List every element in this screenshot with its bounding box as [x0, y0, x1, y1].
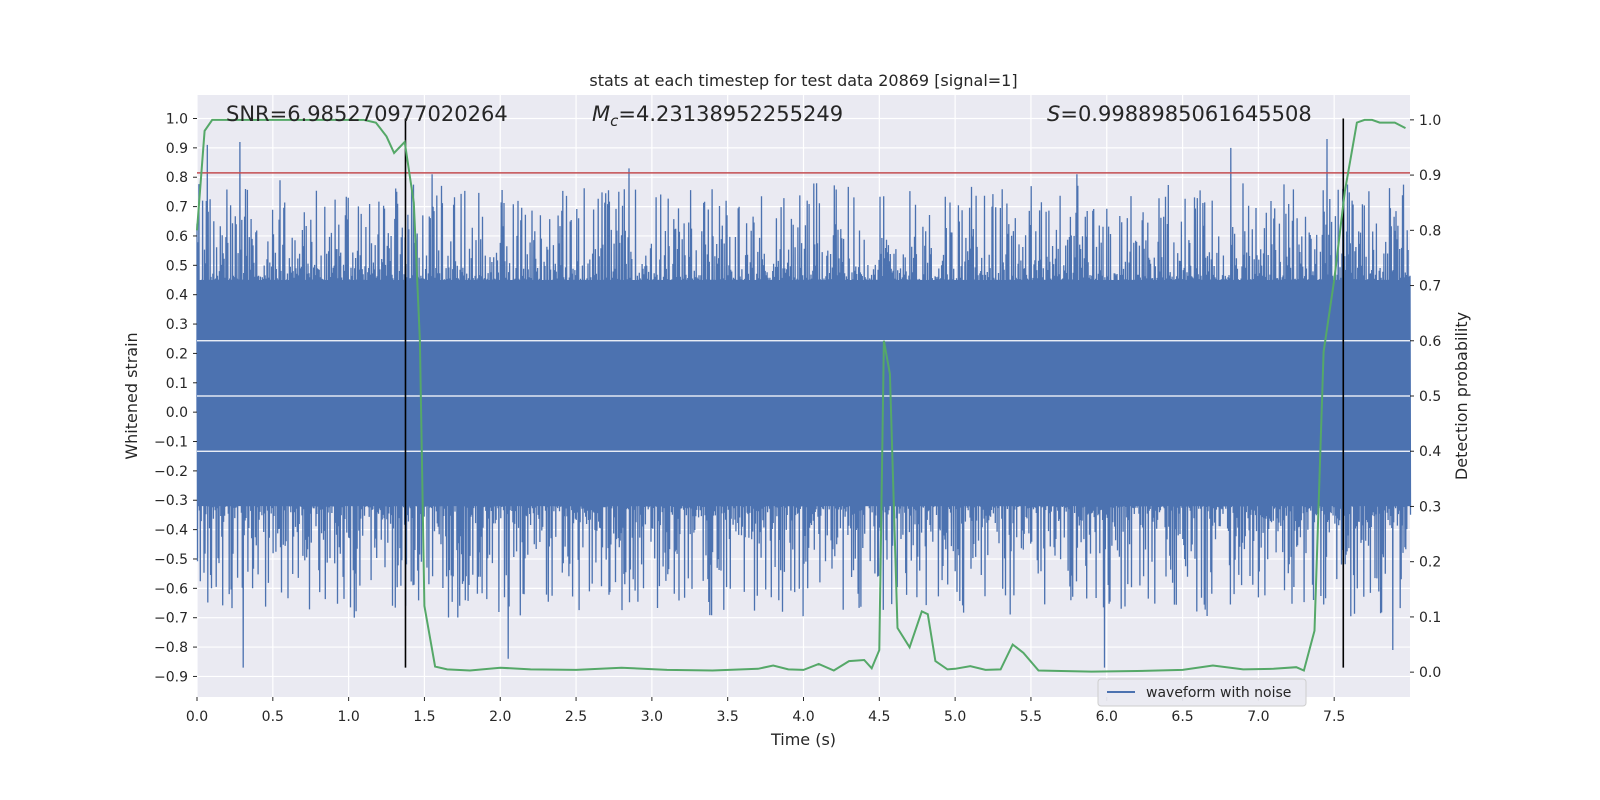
x-tick-label: 7.0 [1247, 709, 1269, 725]
y-tick-label: −0.3 [154, 493, 188, 509]
y-tick-label: −0.7 [154, 611, 188, 627]
x-tick-label: 2.0 [489, 709, 511, 725]
x-tick-label: 5.0 [944, 709, 966, 725]
probability-series [196, 118, 1406, 673]
x-tick-label: 6.0 [1096, 709, 1118, 725]
legend: waveform with noise [1097, 678, 1307, 707]
y-tick-label: 1.0 [166, 111, 188, 127]
y-tick-label: 0.4 [166, 288, 188, 304]
x-tick-label: 1.5 [413, 709, 435, 725]
waveform-core-band [197, 294, 1410, 501]
y-tick-label: 0.1 [166, 376, 188, 392]
y2-tick-label: 0.6 [1419, 334, 1441, 350]
x-tick-label: 3.0 [641, 709, 663, 725]
probability-line [196, 118, 1406, 673]
x-tick-label: 5.5 [1020, 709, 1042, 725]
snr-annotation: SNR=6.985270977020264 [226, 102, 508, 126]
y-tick-label: −0.4 [154, 523, 188, 539]
chirp-mass-subscript: c [610, 112, 619, 130]
legend-label-waveform: waveform with noise [1146, 685, 1291, 701]
chirp-mass-symbol: M [592, 102, 610, 126]
score-annotation: S=0.9988985061645508 [1047, 102, 1312, 126]
y2-tick-label: 0.3 [1419, 499, 1441, 515]
y2-tick-label: 0.5 [1419, 389, 1441, 405]
score-symbol: S [1047, 102, 1060, 126]
y-tick-label: 0.8 [166, 170, 188, 186]
x-tick-label: 0.5 [262, 709, 284, 725]
x-tick-label: 6.5 [1171, 709, 1193, 725]
legend-box [1097, 678, 1307, 707]
y2-tick-label: 0.2 [1419, 555, 1441, 571]
y2-tick-label: 0.8 [1419, 223, 1441, 239]
chart-title: stats at each timestep for test data 208… [589, 71, 1017, 90]
x-tick-label: 7.5 [1323, 709, 1345, 725]
x-tick-label: 4.0 [792, 709, 814, 725]
y2-tick-label: 0.9 [1419, 168, 1441, 184]
y-tick-label: 0.2 [166, 346, 188, 362]
y-tick-label: 0.5 [166, 258, 188, 274]
y-tick-label: −0.6 [154, 581, 188, 597]
y2-tick-label: 1.0 [1419, 113, 1441, 129]
y2-tick-label: 0.7 [1419, 279, 1441, 295]
y2-tick-label: 0.0 [1419, 665, 1441, 681]
chirp-mass-annotation: Mc=4.23138952255249 [592, 102, 843, 130]
y2-tick-label: 0.1 [1419, 610, 1441, 626]
y2-tick-label: 0.4 [1419, 444, 1441, 460]
y-tick-label: 0.3 [166, 317, 188, 333]
score-value: =0.9988985061645508 [1060, 102, 1311, 126]
chirp-mass-value: =4.23138952255249 [618, 102, 843, 126]
y-tick-label: −0.2 [154, 464, 188, 480]
x-tick-label: 0.0 [186, 709, 208, 725]
y-tick-label: 0.9 [166, 141, 188, 157]
y-tick-label: −0.1 [154, 435, 188, 451]
y-tick-label: 0.7 [166, 200, 188, 216]
y-axis-label: Whitened strain [122, 332, 141, 459]
y-tick-label: −0.8 [154, 640, 188, 656]
x-tick-label: 4.5 [868, 709, 890, 725]
y2-axis-label: Detection probability [1452, 312, 1471, 480]
y-tick-label: 0.6 [166, 229, 188, 245]
y-tick-label: −0.9 [154, 669, 188, 685]
x-tick-label: 1.0 [337, 709, 359, 725]
x-axis-label: Time (s) [770, 730, 836, 749]
tick-labels: 0.0 0.5 1.0 1.5 2.0 2.5 3.0 3.5 4.0 4.5 5.0 5.5 6.0 6… [154, 111, 1441, 725]
x-tick-label: 3.5 [717, 709, 739, 725]
waveform-series [196, 138, 1412, 668]
y-tick-label: −0.5 [154, 552, 188, 568]
x-tick-label: 2.5 [565, 709, 587, 725]
y-tick-label: 0.0 [166, 405, 188, 421]
